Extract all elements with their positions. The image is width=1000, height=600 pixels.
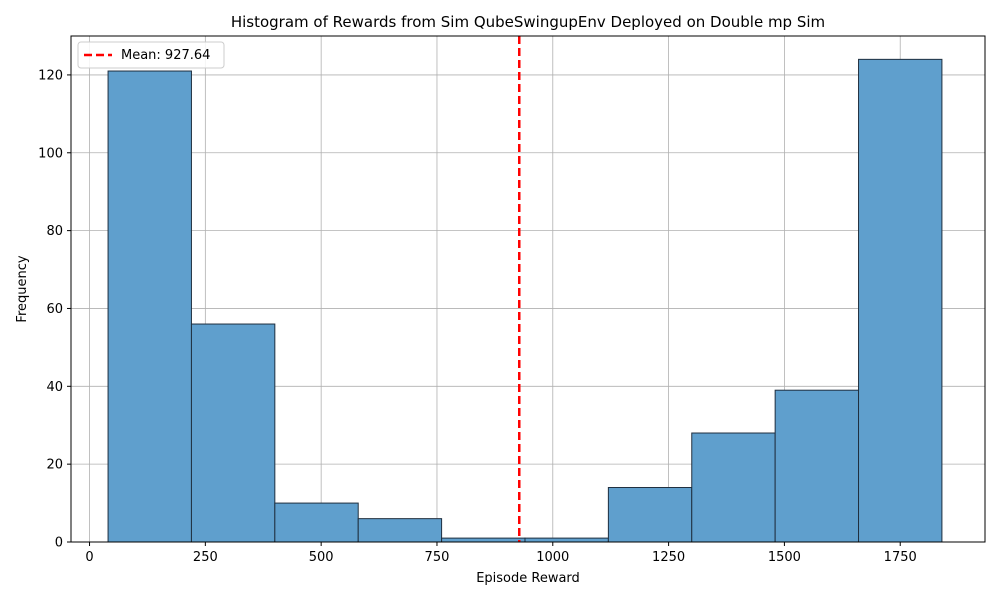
x-tick-label: 1000 (536, 550, 569, 565)
x-tick-label: 1250 (652, 550, 685, 565)
histogram-bar (858, 58, 943, 543)
x-tick-label: 1750 (884, 550, 917, 565)
plot-frame (70, 35, 986, 543)
histogram-bar (190, 323, 276, 543)
x-axis-label: Episode Reward (476, 571, 580, 586)
y-tick-label: 80 (46, 224, 63, 239)
histogram-bars (107, 58, 943, 543)
x-tick-label: 0 (85, 550, 93, 565)
histogram-bar (691, 432, 776, 543)
y-tick-label: 60 (46, 302, 63, 317)
chart-title: Histogram of Rewards from Sim QubeSwingu… (231, 13, 825, 31)
histogram-bar (607, 487, 693, 543)
histogram-bar (357, 518, 443, 543)
x-tick-label: 750 (425, 550, 450, 565)
x-tick-label: 500 (309, 550, 334, 565)
histogram-bar (441, 537, 526, 543)
legend: Mean: 927.64 (77, 41, 225, 69)
histogram-bar (524, 537, 609, 543)
y-tick-label: 100 (38, 146, 63, 161)
y-axis-label: Frequency (15, 255, 30, 322)
y-axis-ticks: 0 20 40 60 80 100 120 (38, 68, 71, 551)
x-tick-label: 250 (193, 550, 218, 565)
histogram-bar (107, 70, 192, 543)
histogram-bar (774, 389, 860, 543)
y-tick-label: 40 (46, 380, 63, 395)
legend-mean-label: Mean: 927.64 (121, 48, 210, 63)
histogram-bar (274, 502, 359, 543)
y-tick-label: 120 (38, 68, 63, 83)
x-tick-label: 1500 (768, 550, 801, 565)
x-axis-ticks: 0 250 500 750 1000 1250 1500 1750 (85, 542, 917, 565)
legend-box (77, 41, 225, 69)
y-tick-label: 0 (55, 536, 63, 551)
y-tick-label: 20 (46, 458, 63, 473)
